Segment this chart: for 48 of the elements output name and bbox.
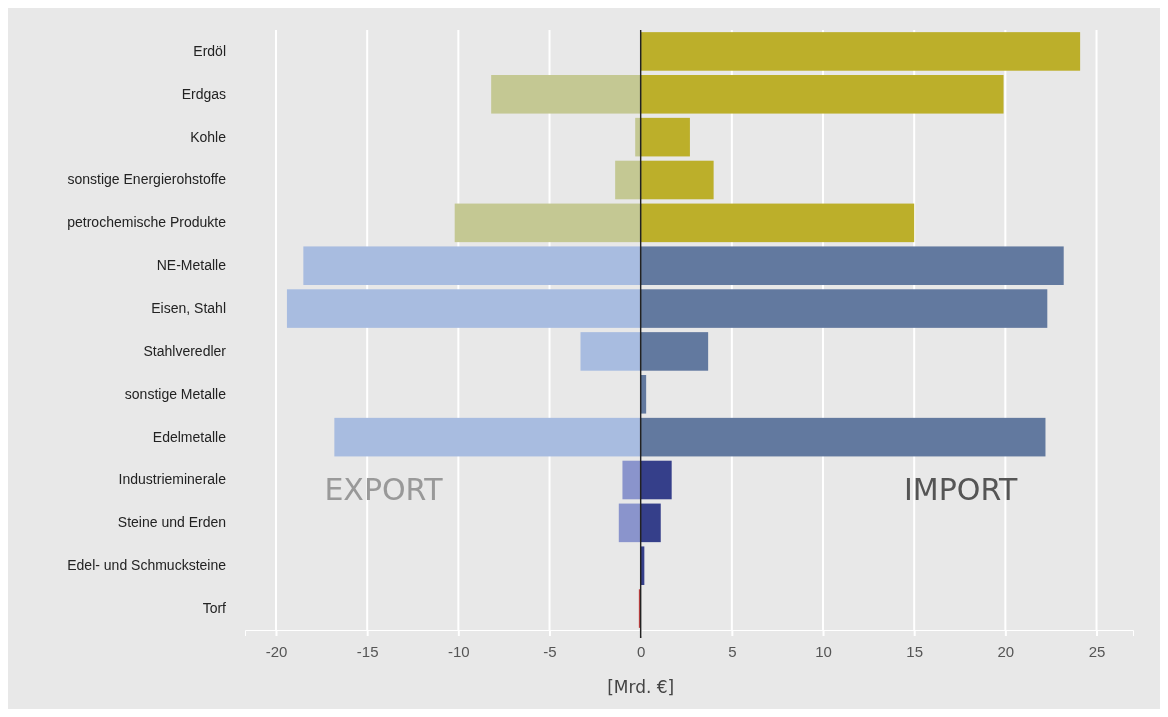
- bar: [622, 460, 641, 500]
- bar: [640, 289, 1048, 328]
- x-tick-label: 5: [728, 642, 737, 660]
- bar: [491, 75, 641, 114]
- y-tick-label: Stahlveredler: [143, 342, 227, 359]
- x-axis-title: [Mrd. €]: [607, 677, 675, 697]
- y-tick-label: Erdgas: [181, 85, 226, 102]
- bar: [640, 332, 709, 371]
- bar: [618, 503, 641, 543]
- bar: [454, 203, 641, 243]
- series-label: EXPORT: [324, 471, 444, 507]
- y-tick-label: Torf: [202, 600, 227, 617]
- x-tick-label: 15: [906, 642, 924, 660]
- y-tick-label: Steine und Erden: [117, 514, 226, 531]
- bar: [615, 160, 641, 200]
- bar: [303, 246, 641, 285]
- x-tick-label: 0: [637, 642, 646, 660]
- y-tick-label: Industrieminerale: [118, 471, 227, 488]
- bar: [580, 332, 641, 371]
- y-tick-label: Kohle: [190, 128, 227, 145]
- x-tick-label: -10: [448, 642, 470, 660]
- bar: [640, 32, 1081, 71]
- y-tick-label: sonstige Metalle: [124, 385, 227, 402]
- y-tick-label: Edelmetalle: [152, 428, 227, 445]
- x-tick-label: -15: [356, 642, 379, 660]
- bar: [640, 246, 1064, 285]
- bar: [640, 460, 672, 500]
- bar: [640, 160, 714, 200]
- y-tick-label: petrochemische Produkte: [67, 214, 227, 231]
- x-tick-label: 25: [1088, 642, 1106, 660]
- y-tick-label: Edel- und Schmucksteine: [67, 557, 227, 574]
- bar: [640, 75, 1004, 114]
- y-tick-label: Erdöl: [193, 42, 226, 59]
- y-tick-label: Eisen, Stahl: [151, 300, 226, 317]
- bar: [640, 417, 1046, 457]
- bar: [334, 417, 641, 457]
- y-tick-label: sonstige Energierohstoffe: [67, 171, 227, 188]
- bar: [286, 289, 641, 328]
- x-tick-label: -20: [265, 642, 288, 660]
- x-tick-label: 10: [815, 642, 832, 660]
- x-tick-label: 20: [997, 642, 1015, 660]
- bar: [640, 503, 661, 543]
- y-tick-label: NE-Metalle: [156, 257, 227, 274]
- bar: [640, 203, 915, 243]
- bar: [640, 375, 647, 414]
- series-label: IMPORT: [903, 471, 1019, 507]
- bar: [640, 117, 690, 157]
- x-tick-label: -5: [543, 642, 557, 660]
